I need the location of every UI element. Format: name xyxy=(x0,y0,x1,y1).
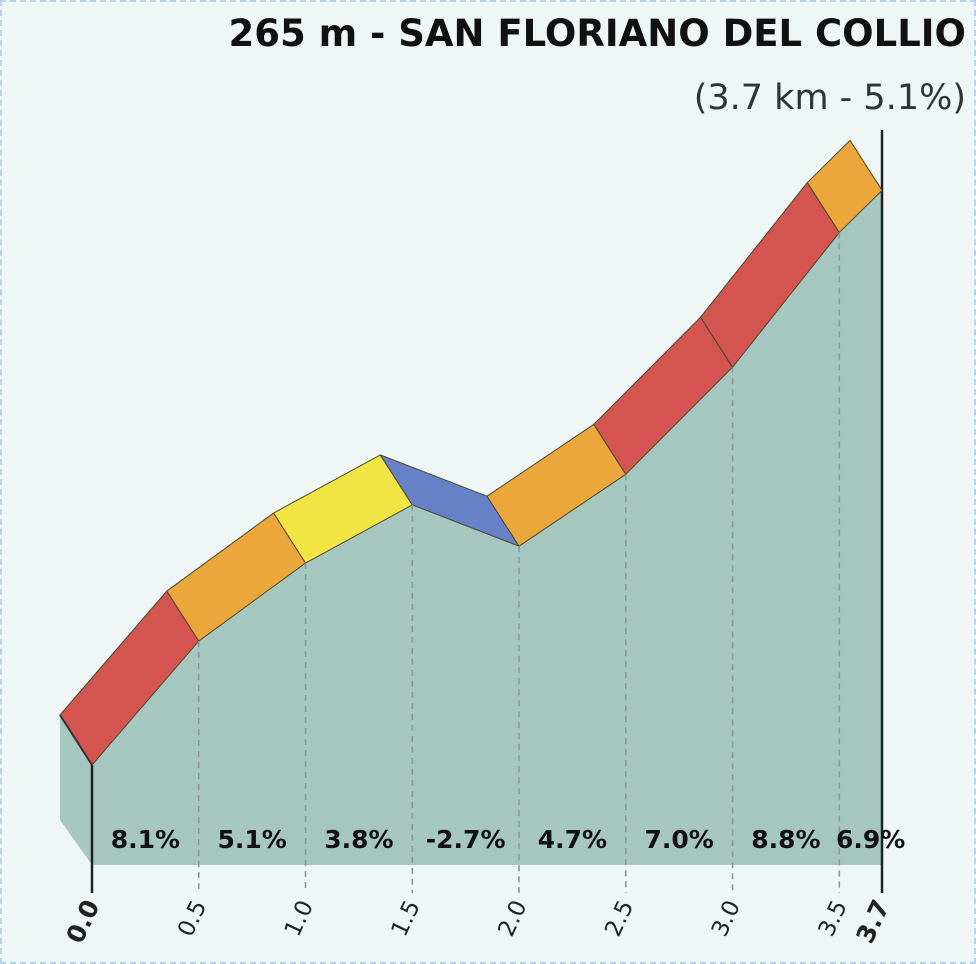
segment-label-6: 8.8% xyxy=(751,825,820,854)
segment-label-3: -2.7% xyxy=(426,825,506,854)
x-tick-label-0: 0.0 xyxy=(60,895,105,947)
x-tick-label-3: 1.5 xyxy=(387,897,426,941)
x-tick-label-4: 2.0 xyxy=(493,897,532,941)
x-axis: 0.0 0.5 1.0 1.5 2.0 2.5 3.0 3.53.7 xyxy=(60,895,895,947)
segment-label-2: 3.8% xyxy=(324,825,393,854)
chart-subtitle: (3.7 km - 5.1%) xyxy=(693,78,966,118)
segment-label-4: 4.7% xyxy=(538,825,607,854)
band-start-edge xyxy=(59,714,93,766)
segment-label-0: 8.1% xyxy=(111,825,180,854)
x-tick-label-1: 0.5 xyxy=(173,897,212,941)
segment-label-7: 6.9% xyxy=(836,825,905,854)
x-tick-label-5: 2.5 xyxy=(600,897,639,941)
chart-title: 265 m - SAN FLORIANO DEL COLLIO xyxy=(228,12,966,55)
segment-label-5: 7.0% xyxy=(644,825,713,854)
x-tick-label-2: 1.0 xyxy=(280,897,319,941)
gradient-band-7 xyxy=(806,139,883,234)
x-tick-label-6: 3.0 xyxy=(707,897,746,941)
guide-line-layer xyxy=(197,232,841,893)
x-tick-label-7: 3.5 xyxy=(814,897,853,941)
segment-label-layer: 8.1% 5.1% 3.8% -2.7% 4.7% 7.0% 8.8% 6.9% xyxy=(111,825,906,854)
x-tick-label-8: 3.7 xyxy=(850,895,895,947)
segment-label-1: 5.1% xyxy=(217,825,286,854)
gradient-band-layer xyxy=(59,139,883,766)
